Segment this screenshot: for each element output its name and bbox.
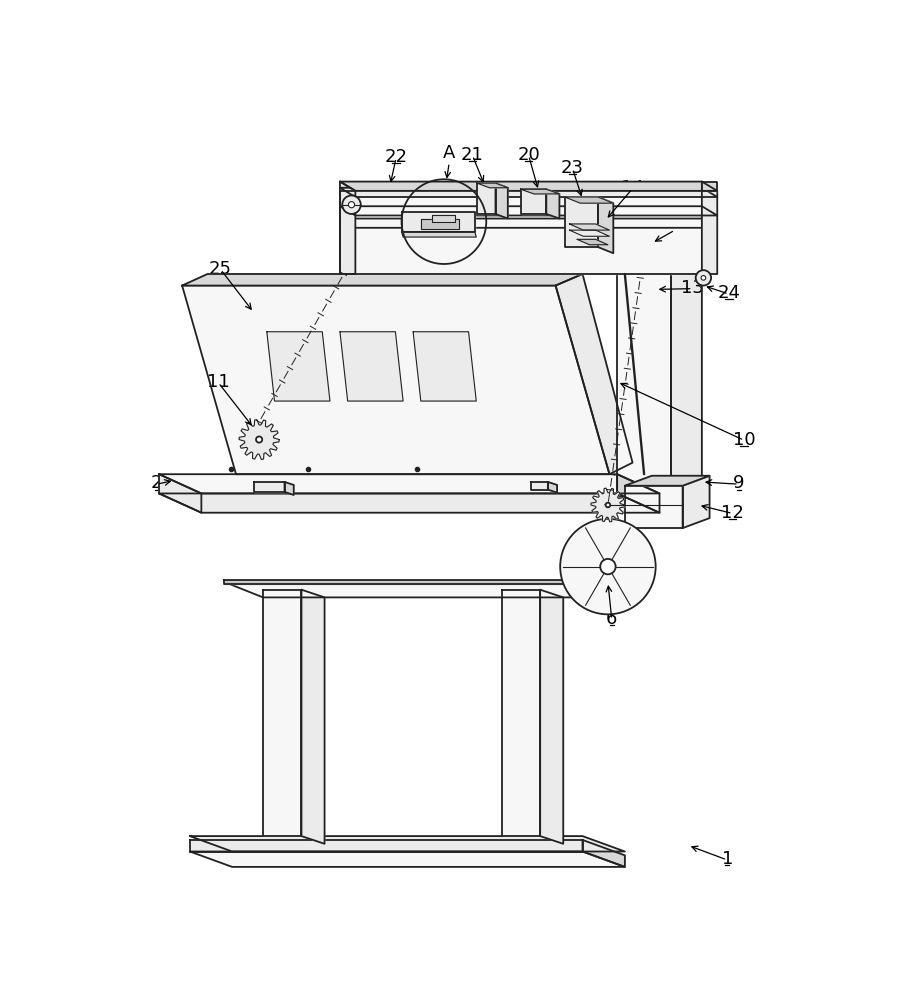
Polygon shape: [285, 482, 294, 495]
Circle shape: [349, 202, 355, 208]
Polygon shape: [702, 182, 717, 274]
Text: 1: 1: [722, 850, 733, 868]
Polygon shape: [521, 189, 546, 214]
Circle shape: [256, 436, 263, 443]
Polygon shape: [548, 482, 557, 493]
Polygon shape: [577, 239, 608, 245]
Polygon shape: [597, 197, 613, 253]
Polygon shape: [477, 183, 508, 188]
Polygon shape: [340, 182, 355, 274]
Polygon shape: [569, 224, 609, 230]
Polygon shape: [413, 332, 476, 401]
Polygon shape: [159, 474, 660, 493]
Polygon shape: [301, 590, 325, 844]
Text: 11: 11: [207, 373, 230, 391]
Polygon shape: [531, 482, 548, 490]
Polygon shape: [340, 182, 717, 191]
Polygon shape: [617, 262, 702, 274]
Polygon shape: [477, 183, 496, 214]
Polygon shape: [591, 488, 625, 522]
Polygon shape: [540, 590, 564, 844]
Text: A: A: [443, 144, 456, 162]
Polygon shape: [587, 582, 625, 597]
Polygon shape: [402, 212, 475, 232]
Polygon shape: [239, 420, 279, 459]
Polygon shape: [189, 840, 583, 852]
Text: 25: 25: [210, 260, 232, 278]
Polygon shape: [182, 274, 583, 286]
Polygon shape: [569, 230, 609, 236]
Polygon shape: [159, 474, 201, 513]
Polygon shape: [189, 852, 625, 867]
Text: 13: 13: [681, 279, 704, 297]
Circle shape: [606, 503, 610, 507]
Text: 23: 23: [561, 159, 584, 177]
Polygon shape: [340, 332, 404, 401]
Polygon shape: [565, 197, 597, 247]
Polygon shape: [555, 274, 632, 474]
Polygon shape: [625, 476, 709, 486]
Text: 2: 2: [151, 474, 163, 492]
Polygon shape: [340, 188, 717, 197]
Polygon shape: [565, 197, 613, 203]
Polygon shape: [583, 840, 625, 867]
Polygon shape: [189, 836, 625, 852]
Text: 10: 10: [733, 431, 756, 449]
Polygon shape: [433, 215, 456, 222]
Polygon shape: [546, 189, 559, 219]
Text: 22: 22: [384, 148, 408, 166]
Polygon shape: [340, 206, 717, 215]
Polygon shape: [159, 493, 660, 513]
Circle shape: [701, 276, 705, 280]
Text: 9: 9: [733, 474, 745, 492]
Polygon shape: [224, 582, 625, 597]
Polygon shape: [496, 183, 508, 219]
Polygon shape: [683, 476, 709, 528]
Text: 6: 6: [606, 610, 618, 628]
Text: 20: 20: [517, 146, 540, 164]
Polygon shape: [702, 182, 717, 191]
Polygon shape: [617, 274, 671, 497]
Polygon shape: [182, 286, 609, 474]
Circle shape: [560, 519, 656, 614]
Polygon shape: [421, 219, 459, 229]
Circle shape: [342, 195, 361, 214]
Polygon shape: [671, 262, 702, 497]
Polygon shape: [340, 219, 717, 228]
Polygon shape: [267, 332, 330, 401]
Polygon shape: [402, 232, 476, 237]
Text: 12: 12: [721, 504, 744, 522]
Polygon shape: [521, 189, 559, 194]
Polygon shape: [224, 580, 587, 584]
Polygon shape: [263, 590, 301, 836]
Polygon shape: [617, 474, 660, 513]
Polygon shape: [501, 590, 540, 836]
Text: 21: 21: [461, 146, 484, 164]
Circle shape: [600, 559, 616, 574]
Polygon shape: [253, 482, 285, 492]
Polygon shape: [625, 486, 683, 528]
Text: 3: 3: [669, 220, 681, 238]
Text: 14: 14: [621, 179, 644, 197]
Circle shape: [695, 270, 711, 286]
Polygon shape: [340, 191, 702, 274]
Text: 24: 24: [717, 284, 740, 302]
